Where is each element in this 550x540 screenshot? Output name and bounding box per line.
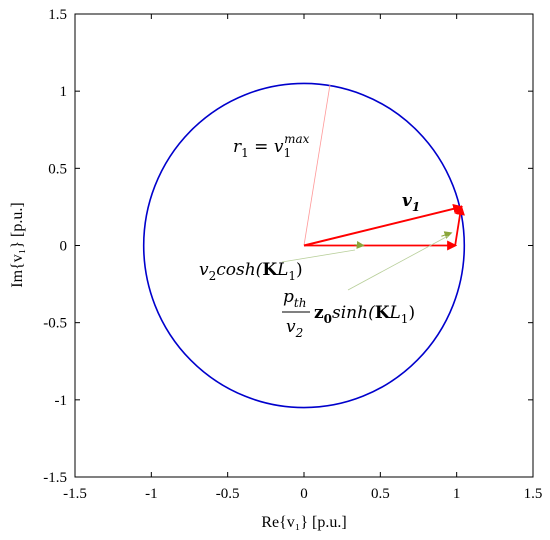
y-tick-label: 0 <box>60 239 68 255</box>
vector-v1 <box>303 203 464 247</box>
y-tick-label: 1.5 <box>48 7 67 23</box>
y-axis-label: Im{v₁} [p.u.] <box>9 202 26 287</box>
x-tick-label: -1 <box>145 486 158 502</box>
x-axis-label: Re{v₁} [p.u.] <box>261 514 346 531</box>
x-tick-label: 1 <box>453 486 461 502</box>
leader-arrow-pth <box>441 231 453 239</box>
y-tick-label: -0.5 <box>43 316 67 332</box>
svg-text:z0sinh(KL1): z0sinh(KL1) <box>314 303 415 326</box>
axis-ticks <box>74 13 534 478</box>
y-tick-label: -1.5 <box>43 470 67 486</box>
leader-arrow-v2cosh <box>354 240 365 249</box>
y-tick-label: 1 <box>60 84 68 100</box>
x-tick-label: 1.5 <box>524 486 543 502</box>
annotation-pth: pth v2 z0sinh(KL1) <box>282 287 415 340</box>
leader-line-v2cosh <box>281 249 356 263</box>
y-tick-label: -1 <box>55 393 68 409</box>
x-tick-label: -1.5 <box>63 486 87 502</box>
annotation-v1: v1 <box>402 191 420 214</box>
x-tick-label: -0.5 <box>216 486 240 502</box>
svg-text:pth: pth <box>283 287 306 310</box>
y-tick-label: 0.5 <box>48 161 67 177</box>
leader-line-pth <box>347 235 449 291</box>
circle-boundary <box>142 82 466 409</box>
radius-line <box>303 84 331 246</box>
annotation-v2cosh: v2cosh(KL1) <box>199 260 303 283</box>
x-tick-label: 0.5 <box>371 486 390 502</box>
annotation-r1: r1 = v1max <box>233 132 310 160</box>
svg-text:v2: v2 <box>286 317 303 340</box>
tick-labels: -1.5 -1 -0.5 0 0.5 1 1.5 1.5 1 0.5 0 -0.5 -1 -1.5 <box>43 7 542 502</box>
x-tick-label: 0 <box>300 486 308 502</box>
